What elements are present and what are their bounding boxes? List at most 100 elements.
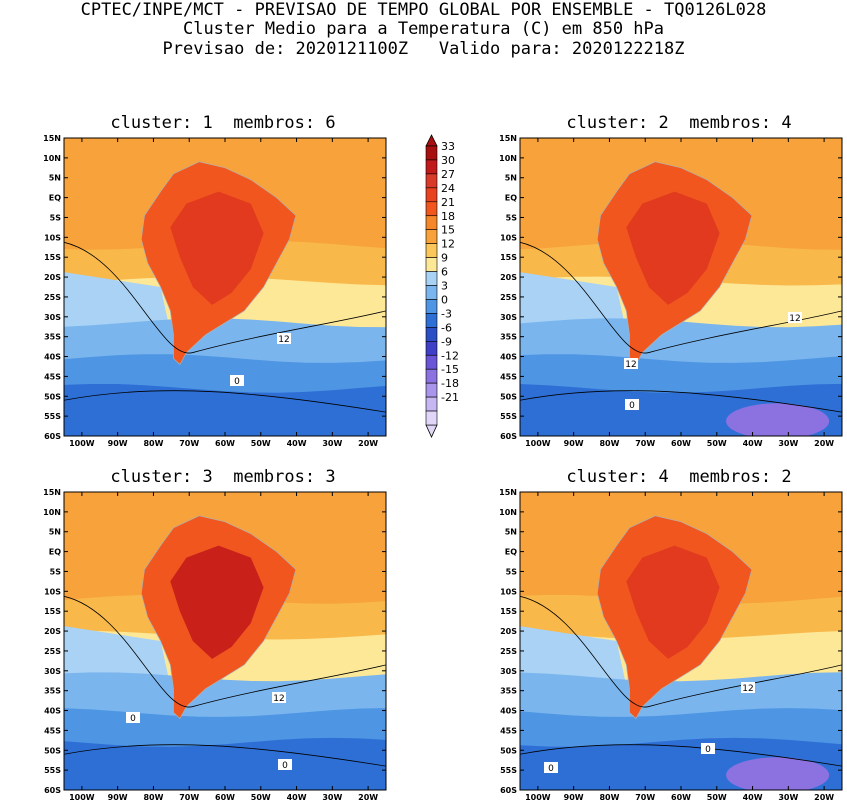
lon-label: 20W — [814, 793, 834, 802]
lat-label: 45S — [500, 372, 517, 381]
contour-label: 12 — [742, 684, 753, 694]
lat-label: 15N — [43, 134, 61, 143]
lat-label: 50S — [44, 392, 61, 401]
lon-label: 30W — [778, 439, 798, 448]
colorbar-label: -21 — [441, 391, 459, 404]
lon-label: 70W — [635, 793, 655, 802]
lat-label: 60S — [44, 786, 61, 795]
lat-label: 15S — [500, 607, 517, 616]
lon-label: 40W — [743, 793, 763, 802]
lat-label: 30S — [500, 313, 517, 322]
lat-label: 10S — [500, 587, 517, 596]
lat-label: 20S — [44, 627, 61, 636]
lon-label: 90W — [564, 793, 584, 802]
lat-label: 5N — [505, 174, 517, 183]
colorbar-label: 27 — [441, 168, 455, 181]
lat-label: 45S — [44, 726, 61, 735]
contour-label: 12 — [273, 694, 284, 704]
field-0-3-band — [520, 354, 842, 399]
lon-label: 20W — [814, 439, 834, 448]
lat-label: 40S — [500, 353, 517, 362]
lat-label: 55S — [44, 412, 61, 421]
lat-label: 50S — [500, 392, 517, 401]
lon-label: 60W — [671, 793, 691, 802]
lat-label: 10N — [43, 508, 61, 517]
lon-label: 70W — [179, 439, 199, 448]
field-21-24-area — [626, 545, 720, 659]
lat-label: 55S — [44, 766, 61, 775]
colorbar-label: 12 — [441, 238, 455, 251]
figure-title-line-2: Cluster Medio para a Temperatura (C) em … — [182, 19, 665, 39]
contour-label: 12 — [278, 335, 289, 345]
lat-label: 25S — [44, 647, 61, 656]
contour-12 — [64, 241, 386, 354]
colorbar-segment — [425, 201, 438, 217]
lat-label: 10N — [499, 154, 517, 163]
lat-label: 5S — [506, 567, 518, 576]
map-panel-2: 15N 10N 5N EQ 5S 10S 15S 20S 25S 30S 35S 40S 45S 50S 5… — [499, 134, 843, 448]
contour-0 — [64, 390, 386, 413]
lat-label: EQ — [505, 548, 517, 557]
lat-label: 5N — [505, 528, 517, 537]
contour-label: 12 — [789, 314, 800, 324]
colorbar-label: 15 — [441, 224, 455, 237]
colorbar-label: 9 — [441, 252, 448, 265]
lon-label: 50W — [707, 793, 727, 802]
lon-label: 30W — [322, 793, 342, 802]
lon-label: 50W — [707, 439, 727, 448]
contour-label: 0 — [282, 761, 288, 771]
lat-label: 15S — [44, 253, 61, 262]
lat-label: 25S — [500, 293, 517, 302]
lat-label: 25S — [44, 293, 61, 302]
colorbar-label: 24 — [441, 182, 455, 195]
lon-label: 90W — [108, 439, 128, 448]
lat-label: 15N — [43, 488, 61, 497]
lon-label: 60W — [215, 439, 235, 448]
colorbar-label: 18 — [441, 210, 455, 223]
field-21-24-area — [170, 545, 264, 659]
contour-label: 0 — [130, 714, 136, 724]
colorbar-segment — [425, 285, 438, 300]
lat-label: 50S — [44, 746, 61, 755]
colorbar-segment — [425, 215, 438, 230]
figure-title-line-1: CPTEC/INPE/MCT - PREVISAO DE TEMPO GLOBA… — [80, 0, 767, 20]
lat-label: 5N — [49, 174, 61, 183]
lat-label: 10S — [44, 233, 61, 242]
lat-label: 55S — [500, 412, 517, 421]
colorbar-label: 21 — [441, 196, 455, 209]
lat-label: 35S — [500, 333, 517, 342]
contour-label: 0 — [548, 764, 554, 774]
lat-label: 60S — [500, 432, 517, 441]
lat-label: 50S — [500, 746, 517, 755]
field-minus9-minus6-area — [726, 757, 830, 790]
field-minus3-0-band — [64, 384, 386, 436]
panel-3-title: cluster: 3 membros: 3 — [110, 467, 336, 487]
lon-label: 90W — [564, 439, 584, 448]
contour-12 — [64, 595, 386, 708]
colorbar-label: -15 — [441, 363, 459, 376]
lon-label: 80W — [143, 793, 163, 802]
colorbar-segment — [425, 229, 438, 244]
contour-0 — [520, 744, 842, 767]
colorbar-label: -6 — [441, 321, 452, 334]
lat-label: 55S — [500, 766, 517, 775]
lon-label: 100W — [525, 439, 551, 448]
lon-label: 30W — [322, 439, 342, 448]
lat-label: 10N — [499, 508, 517, 517]
colorbar-segment — [425, 187, 438, 203]
lon-label: 50W — [251, 439, 271, 448]
lon-label: 90W — [108, 793, 128, 802]
colorbar-segment — [425, 173, 438, 189]
colorbar-label: 33 — [441, 140, 455, 153]
lon-label: 100W — [69, 793, 95, 802]
colorbar-segment — [425, 354, 438, 370]
map-panel-3: 15N 10N 5N EQ 5S 10S 15S 20S 25S 30S 35S 40S 45S 50S 5… — [43, 488, 387, 802]
lon-label: 100W — [69, 439, 95, 448]
panel-2-title: cluster: 2 membros: 4 — [566, 113, 792, 133]
colorbar-segment — [425, 396, 438, 412]
colorbar-label: 0 — [441, 293, 448, 306]
colorbar-label: -12 — [441, 349, 459, 362]
lat-label: 30S — [44, 313, 61, 322]
colorbar-label: 30 — [441, 154, 455, 167]
contour-label: 0 — [234, 377, 240, 387]
